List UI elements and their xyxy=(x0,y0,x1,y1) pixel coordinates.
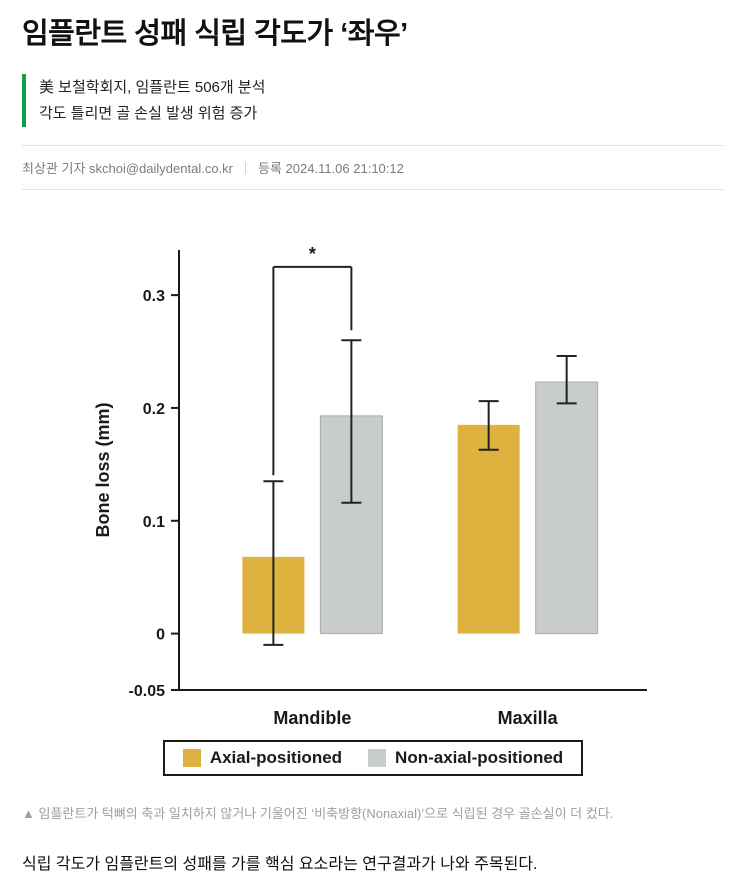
legend-label-nonaxial: Non-axial-positioned xyxy=(395,748,564,768)
divider-top xyxy=(22,145,724,147)
svg-text:0.1: 0.1 xyxy=(143,514,165,531)
svg-text:0: 0 xyxy=(156,627,165,644)
svg-text:0.3: 0.3 xyxy=(143,288,165,305)
nonaxial-swatch xyxy=(368,749,387,768)
subhead-block: 美 보철학회지, 임플란트 506개 분석 각도 틀리면 골 손실 발생 위험 … xyxy=(22,74,724,128)
legend-item-nonaxial: Non-axial-positioned xyxy=(368,748,563,768)
publish-date: 등록 2024.11.06 21:10:12 xyxy=(258,161,404,177)
svg-text:Mandible: Mandible xyxy=(273,708,351,728)
legend-label-axial: Axial-positioned xyxy=(209,748,343,768)
byline-row: 최상관 기자 skchoi@dailydental.co.kr 등록 2024.… xyxy=(22,146,724,189)
subhead-line-2: 각도 틀리면 골 손실 발생 위험 증가 xyxy=(39,104,258,122)
figure: -0.05 0 0.1 0.2 0.3 Bone loss (mm) Mandible Max… xyxy=(22,236,724,777)
page-title: 임플란트 성패 식립 각도가 ‘좌우’ xyxy=(22,18,408,50)
byline: 최상관 기자 skchoi@dailydental.co.kr xyxy=(22,161,234,177)
svg-text:Maxilla: Maxilla xyxy=(498,708,559,728)
legend-item-axial: Axial-positioned xyxy=(182,748,343,768)
svg-text:Bone loss (mm): Bone loss (mm) xyxy=(93,403,113,538)
svg-text:*: * xyxy=(309,244,316,264)
bone-loss-bar-chart: -0.05 0 0.1 0.2 0.3 Bone loss (mm) Mandible Max… xyxy=(93,244,647,728)
svg-text:0.2: 0.2 xyxy=(143,401,165,418)
divider-byline xyxy=(22,189,724,191)
axial-swatch xyxy=(182,749,201,768)
figure-caption: ▲ 임플란트가 턱뼈의 축과 일치하지 않거나 기울어진 ‘비축방향(Nonax… xyxy=(22,806,614,822)
article-body: 식립 각도가 임플란트의 성패를 가를 핵심 요소라는 연구결과가 나와 주목된… xyxy=(22,855,538,873)
byline-divider xyxy=(245,161,247,174)
svg-text:-0.05: -0.05 xyxy=(129,683,166,700)
chart-legend: Axial-positioned Non-axial-positioned xyxy=(162,740,584,777)
subhead-line-1: 美 보철학회지, 임플란트 506개 분석 xyxy=(39,79,266,97)
